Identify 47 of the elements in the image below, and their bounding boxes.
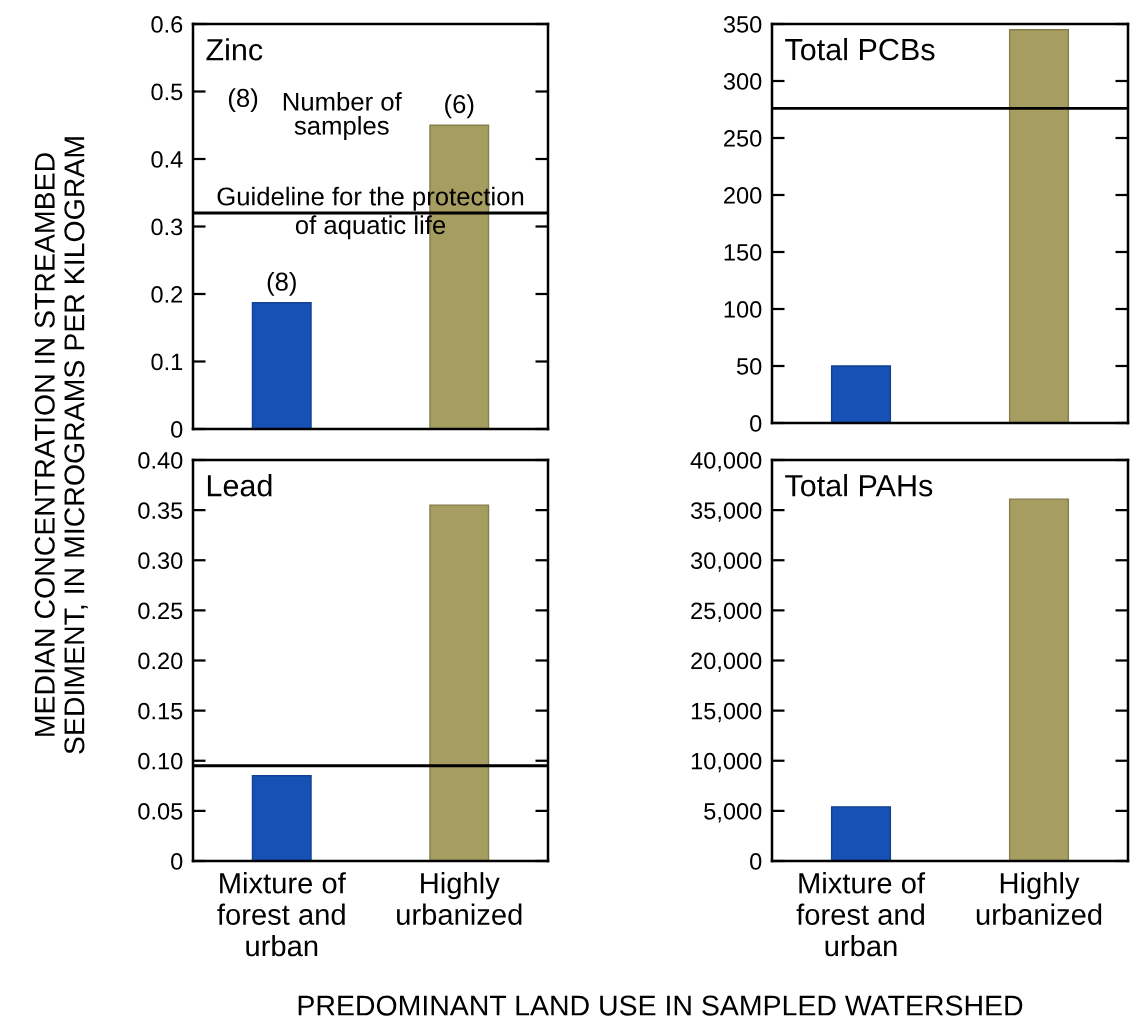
y-tick-label: 0.6 (151, 16, 183, 33)
y-axis-title: MEDIAN CONCENTRATION IN STREAMBED SEDIMENT, IN MICROGRAMS PER KILOGRAM (34, 137, 88, 754)
y-tick-label: 0.05 (138, 802, 183, 820)
y-tick-label: 10,000 (691, 752, 762, 773)
y-tick-label: 100 (724, 301, 762, 318)
y-tick-label: 0.2 (151, 286, 183, 303)
chart-title: Lead (207, 474, 272, 497)
x-tick-label: Highly urbanized (976, 872, 1102, 925)
y-tick-label: 0.1 (151, 353, 183, 371)
chart-title: Total PCBs (785, 37, 935, 61)
y-tick-label: 200 (724, 187, 762, 204)
annotation: Number of samples (283, 91, 402, 140)
x-tick-label: Mixture of forest and urban (217, 872, 346, 957)
y-tick-label: 0.4 (151, 151, 183, 168)
x-axis-title: PREDOMINANT LAND USE IN SAMPLED WATERSHED (298, 995, 1023, 1016)
y-tick-label: 0.20 (138, 652, 183, 670)
y-tick-label: 300 (723, 73, 762, 90)
y-tick-label: 40,000 (690, 452, 762, 472)
y-tick-label: 35,000 (690, 502, 762, 522)
y-tick-label: 0 (171, 853, 183, 870)
y-tick-label: 5,000 (704, 802, 762, 823)
y-tick-label: 0.5 (151, 83, 183, 101)
y-tick-label: 0.25 (138, 602, 183, 620)
y-tick-label: 30,000 (690, 552, 762, 572)
annotation: (8) (267, 271, 296, 296)
chart-title: Total PAHs (785, 474, 933, 497)
x-tick-label: Highly urbanized (397, 872, 522, 925)
y-tick-label: 0 (750, 415, 762, 432)
annotation: (6) (445, 94, 474, 119)
y-tick-label: 150 (724, 244, 762, 261)
y-tick-label: 0 (171, 421, 183, 438)
y-tick-label: 0.10 (138, 752, 183, 770)
y-tick-label: 0.15 (138, 702, 183, 720)
annotation: (8) (228, 88, 258, 113)
y-tick-label: 0.30 (138, 552, 183, 570)
y-tick-label: 0 (750, 853, 762, 870)
x-tick-label: Mixture of forest and urban (796, 872, 926, 957)
chart-title: Zinc (206, 38, 263, 61)
y-tick-label: 50 (736, 358, 762, 375)
y-tick-label: 350 (723, 16, 762, 33)
y-tick-label: 15,000 (691, 702, 762, 723)
y-tick-label: 250 (724, 130, 762, 147)
y-tick-label: 0.40 (138, 452, 183, 469)
y-tick-label: 0.35 (138, 502, 183, 519)
y-tick-label: 20,000 (691, 652, 762, 673)
y-tick-label: 25,000 (691, 602, 762, 622)
y-tick-label: 0.3 (151, 218, 183, 236)
